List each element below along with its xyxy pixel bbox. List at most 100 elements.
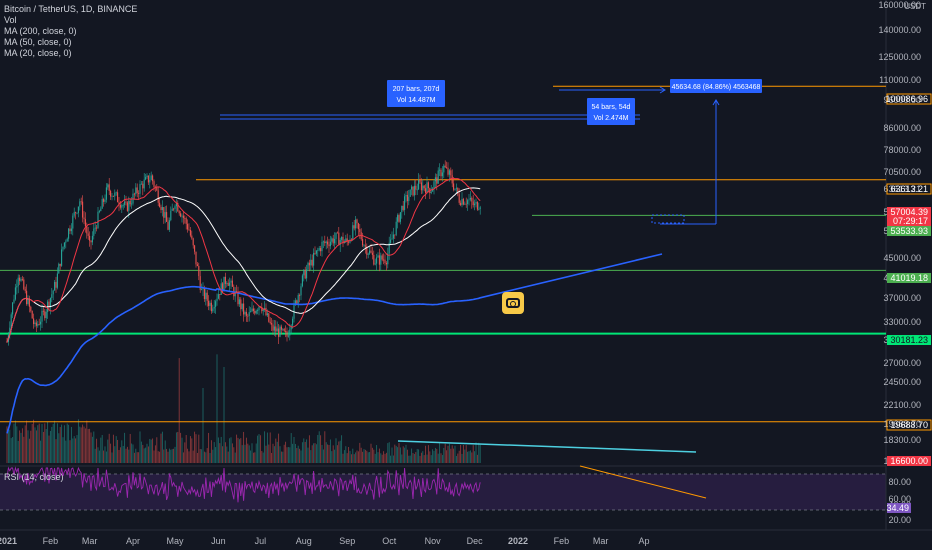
- vol-legend[interactable]: Vol: [4, 15, 17, 25]
- volume-bar: [412, 453, 414, 463]
- candle-body: [177, 202, 179, 212]
- volume-bar: [367, 452, 369, 463]
- volume-bar: [310, 450, 312, 463]
- candle-body: [258, 306, 260, 311]
- volume-bar: [135, 448, 137, 463]
- volume-bar: [454, 445, 456, 463]
- volume-bar: [191, 438, 193, 463]
- rsi-line: [6, 466, 481, 503]
- candle-body: [86, 226, 88, 234]
- volume-bar: [138, 452, 140, 463]
- snapshot-camera-icon[interactable]: [502, 292, 524, 314]
- candle-body: [314, 252, 316, 254]
- candle-body: [222, 283, 224, 292]
- candle-body: [276, 328, 278, 332]
- candle-body: [98, 211, 100, 212]
- candle-body: [384, 259, 386, 264]
- drawings[interactable]: 207 bars, 207d Vol 14.487M 54 bars, 54d Vol…: [220, 79, 762, 499]
- symbol-title[interactable]: Bitcoin / TetherUS, 1D, BINANCE: [4, 4, 138, 14]
- volume-bar: [390, 455, 392, 463]
- volume-bar: [104, 446, 106, 463]
- volume-bar: [247, 443, 249, 463]
- candle-body: [443, 165, 445, 173]
- volume-bar: [385, 452, 387, 463]
- volume-bar: [285, 441, 287, 463]
- volume-bar: [437, 453, 439, 463]
- price-tag: 53533.93: [887, 226, 931, 236]
- candle-body: [460, 202, 462, 206]
- volume-bar: [364, 449, 366, 463]
- ma20-legend[interactable]: MA (20, close, 0): [4, 48, 72, 58]
- horizontal-levels[interactable]: [0, 85, 886, 423]
- rsi-legend[interactable]: RSI (14, close): [4, 472, 64, 482]
- volume-bar: [21, 428, 23, 463]
- volume-bar: [150, 439, 152, 463]
- volume-bar: [212, 449, 214, 463]
- volume-bar: [48, 435, 50, 463]
- volume-bar: [84, 428, 86, 463]
- candle-body: [254, 310, 256, 314]
- candle-body: [423, 185, 425, 189]
- measure-box-bg: [387, 80, 445, 107]
- time-tick-label: Sep: [339, 536, 355, 546]
- price-axis[interactable]: 160000.00 140000.00 125000.00 110000.00 9600…: [878, 0, 921, 525]
- candle-body: [327, 241, 329, 245]
- volume-bar: [178, 358, 180, 463]
- candle-body: [299, 295, 301, 296]
- candle-body: [76, 212, 78, 214]
- candle-body: [416, 189, 418, 191]
- measure-box-bg: [587, 98, 635, 125]
- volume-bar: [38, 423, 40, 463]
- volume-bar: [243, 431, 245, 463]
- volume-bar: [359, 442, 361, 463]
- time-axis[interactable]: 2021 Feb Mar Apr May Jun Jul Aug Sep Oct Nov Dec 202…: [0, 536, 650, 546]
- candle-body: [164, 212, 166, 218]
- volume-bar: [307, 447, 309, 463]
- volume-bar: [283, 444, 285, 463]
- volume-bar: [216, 354, 218, 463]
- rsi-tag-bg: [887, 503, 911, 513]
- volume-bar: [203, 451, 205, 463]
- volume-bar: [112, 434, 114, 463]
- candle-body: [446, 167, 448, 169]
- candle-body: [226, 282, 228, 284]
- candle-body: [63, 242, 65, 247]
- volume-bar: [272, 443, 274, 463]
- candle-body: [195, 251, 197, 265]
- candle-body: [91, 235, 93, 243]
- price-tag: 57004.39: [887, 207, 931, 217]
- volume-bar: [188, 451, 190, 463]
- candle-body: [238, 299, 240, 305]
- volume-bar: [192, 450, 194, 463]
- time-tick-label: 2022: [508, 536, 528, 546]
- candle-body: [118, 202, 120, 205]
- volume-bar: [219, 443, 221, 463]
- volume-bar: [55, 439, 57, 463]
- volume-bar: [168, 448, 170, 463]
- candle-body: [430, 191, 432, 194]
- volume-bar: [313, 443, 315, 463]
- volume-bar: [51, 426, 53, 463]
- ma200-legend[interactable]: MA (200, close, 0): [4, 26, 77, 36]
- volume-bar: [209, 452, 211, 463]
- volume-bar: [293, 437, 295, 463]
- candle-body: [27, 298, 29, 304]
- volume-bar: [245, 437, 247, 463]
- volume-bar: [33, 419, 35, 463]
- volume-bar: [338, 441, 340, 463]
- volume-bar: [474, 451, 476, 463]
- rsi-band: [0, 474, 886, 510]
- volume-bar: [328, 445, 330, 463]
- candle-body: [175, 202, 177, 207]
- volume-bar: [357, 451, 359, 463]
- candle-body: [188, 229, 190, 231]
- volume-bar: [80, 427, 82, 463]
- volume-trendline: [397, 440, 697, 453]
- candle-body: [405, 195, 407, 197]
- candle-body: [468, 199, 470, 201]
- price-tag: 07:29:17: [887, 216, 931, 226]
- candle-body: [224, 276, 226, 284]
- ma50-legend[interactable]: MA (50, close, 0): [4, 37, 72, 47]
- candle-body: [313, 252, 315, 266]
